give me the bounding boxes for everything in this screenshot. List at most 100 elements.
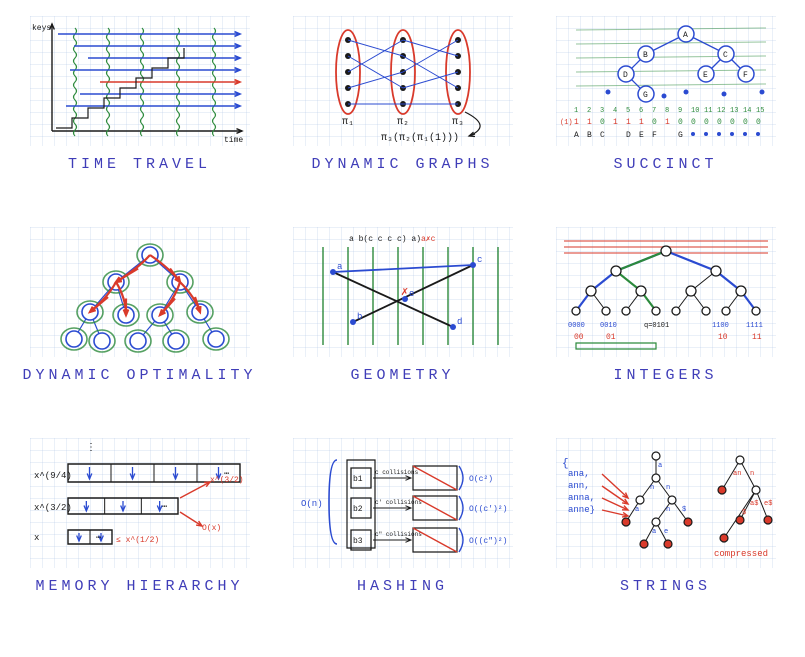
svg-text:e$: e$ [764,500,772,508]
svg-text:π₃(π₂(π₁(1))): π₃(π₂(π₁(1))) [381,132,459,144]
svg-text:a b(c c c c) a): a b(c c c c) a) [349,235,421,244]
svg-text:π₂: π₂ [397,117,409,128]
svg-text:e: e [664,528,668,536]
svg-text:00: 00 [574,333,584,342]
memory-hierarchy-thumbnail: ⋮x^(9/4)⋯x^(3/2)⋯x⋯x^(3/2)O(x)≤ x^(1/2) [30,438,250,568]
svg-text:b1: b1 [353,475,363,484]
svg-text:0: 0 [652,118,657,127]
svg-text:1100: 1100 [712,322,729,330]
svg-text:E: E [703,71,708,80]
svg-text:A: A [683,31,688,40]
svg-text:1: 1 [613,118,618,127]
svg-text:10: 10 [718,333,728,342]
svg-text:c collisions: c collisions [375,469,419,476]
geometry-caption: GEOMETRY [350,367,454,384]
svg-text:4: 4 [613,107,617,115]
svg-text:B: B [587,131,592,140]
topic-integers[interactable]: 00000010q=01011100111100011011INTEGERS [534,223,797,434]
svg-text:2: 2 [587,107,591,115]
svg-text:1: 1 [574,118,579,127]
svg-text:G: G [678,131,683,140]
svg-text:keys: keys [32,24,51,33]
svg-text:1111: 1111 [746,322,763,330]
svg-text:π₃: π₃ [452,117,464,128]
svg-text:n: n [666,506,670,514]
svg-text:F: F [743,71,748,80]
svg-text:E: E [639,131,644,140]
svg-text:O((c")²): O((c")²) [469,537,507,546]
svg-text:x^(3/2): x^(3/2) [34,503,72,513]
topic-strings[interactable]: {ana,ann,anna,anne}annan$aeanna$e$$compr… [534,434,797,645]
succinct-caption: SUCCINCT [613,156,717,173]
svg-text:a✗c: a✗c [421,235,436,244]
svg-text:7: 7 [652,107,656,115]
svg-text:q=0101: q=0101 [644,322,669,330]
svg-text:n: n [750,470,754,478]
svg-text:an: an [733,470,741,478]
svg-text:⋮: ⋮ [86,443,96,454]
svg-text:12: 12 [717,107,725,115]
svg-text:anne}: anne} [568,505,595,515]
svg-text:O(c²): O(c²) [469,475,493,484]
svg-text:5: 5 [626,107,630,115]
svg-text:n: n [650,484,654,492]
svg-text:0000: 0000 [568,322,585,330]
svg-text:c" collisions: c" collisions [375,531,422,538]
svg-text:ana,: ana, [568,469,590,479]
svg-text:01: 01 [606,333,616,342]
svg-text:A: A [574,131,579,140]
topic-geometry[interactable]: a b(c c c c) a)a✗cabcde✗GEOMETRY [271,223,534,434]
topic-time-travel[interactable]: keystimeTIME TRAVEL [8,12,271,223]
svg-text:b2: b2 [353,505,363,514]
svg-text:d: d [457,317,462,327]
svg-text:anna,: anna, [568,493,595,503]
svg-text:1: 1 [626,118,631,127]
svg-text:O(x): O(x) [202,524,221,533]
dynamic-optimality-caption: DYNAMIC OPTIMALITY [22,367,256,384]
svg-text:x^(9/4): x^(9/4) [34,471,72,481]
svg-text:0: 0 [717,118,722,127]
integers-thumbnail: 00000010q=01011100111100011011 [556,227,776,357]
svg-text:6: 6 [639,107,643,115]
time-travel-thumbnail: keys time [30,16,250,146]
svg-text:0010: 0010 [600,322,617,330]
svg-text:C: C [723,51,728,60]
svg-text:D: D [623,71,628,80]
svg-text:1: 1 [587,118,592,127]
strings-caption: STRINGS [620,578,711,595]
integers-caption: INTEGERS [613,367,717,384]
svg-text:b3: b3 [353,537,363,546]
svg-text:e: e [409,289,414,299]
succinct-thumbnail: ABCDEFG123456789101112131415(1)110111010… [556,16,776,146]
svg-text:14: 14 [743,107,751,115]
svg-text:15: 15 [756,107,764,115]
svg-text:x: x [34,533,39,543]
hashing-caption: HASHING [357,578,448,595]
dynamic-optimality-thumbnail [30,227,250,357]
svg-text:B: B [643,51,648,60]
svg-text:1: 1 [574,107,578,115]
topic-memory-hierarchy[interactable]: ⋮x^(9/4)⋯x^(3/2)⋯x⋯x^(3/2)O(x)≤ x^(1/2)M… [8,434,271,645]
topic-succinct[interactable]: ABCDEFG123456789101112131415(1)110111010… [534,12,797,223]
svg-text:(1): (1) [560,119,573,127]
svg-text:9: 9 [678,107,682,115]
svg-text:time: time [224,136,243,145]
svg-text:11: 11 [704,107,712,115]
svg-text:⋯: ⋯ [162,502,168,512]
dynamic-graphs-caption: DYNAMIC GRAPHS [311,156,493,173]
svg-text:b: b [357,312,362,322]
svg-text:0: 0 [678,118,683,127]
svg-text:x^(3/2): x^(3/2) [210,476,244,485]
svg-text:π₁: π₁ [342,117,354,128]
topic-dynamic-graphs[interactable]: π₁ π₂ π₃ π₃(π₂(π₁(1))) DYNAMIC GRAPHS [271,12,534,223]
topic-hashing[interactable]: O(n)b1c collisionsO(c²)b2c' collisionsO(… [271,434,534,645]
svg-text:1: 1 [639,118,644,127]
svg-text:0: 0 [730,118,735,127]
svg-text:10: 10 [691,107,699,115]
svg-text:13: 13 [730,107,738,115]
topic-dynamic-optimality[interactable]: DYNAMIC OPTIMALITY [8,223,271,434]
svg-text:1: 1 [665,118,670,127]
svg-text:C: C [600,131,605,140]
svg-text:0: 0 [743,118,748,127]
svg-text:O(n): O(n) [301,499,323,509]
